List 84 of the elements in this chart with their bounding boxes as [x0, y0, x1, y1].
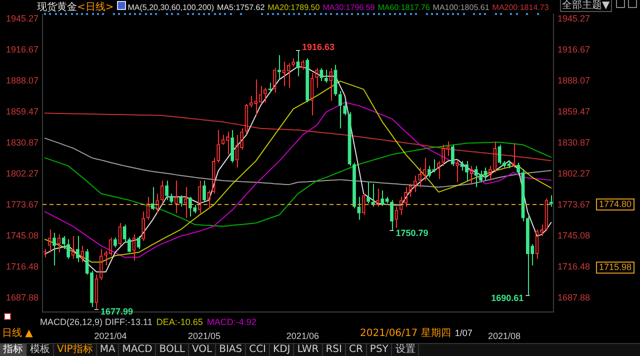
text: MA — [96, 344, 120, 356]
annotation: 1916.63 — [302, 42, 335, 52]
candlestick — [165, 180, 168, 201]
x-tick-label: 2021/04 — [94, 330, 127, 341]
text: 1715.98 — [599, 262, 632, 272]
candlestick — [366, 182, 370, 204]
candlestick — [136, 236, 140, 250]
chart-subtitle: <日线> — [77, 2, 114, 13]
y2-tick-label: 1687.88 — [557, 292, 590, 303]
text: MACD — [119, 344, 156, 356]
y-tick-label: 1830.87 — [6, 138, 39, 148]
y2-tick-label: 1916.67 — [557, 44, 590, 55]
text: VOL — [188, 344, 216, 356]
text: BIAS — [216, 344, 246, 356]
text: 模板 — [27, 344, 54, 356]
candlestick — [202, 180, 206, 202]
annotation: 1690.61 — [491, 293, 524, 304]
x-tick-label: 2021/08 — [488, 330, 521, 341]
y2-tick-label: 1859.47 — [557, 106, 590, 117]
y2-tick-label: 1773.67 — [557, 200, 590, 210]
y-tick-label: 1773.67 — [6, 200, 39, 210]
candlestick — [268, 82, 272, 94]
y2-tick-label: 1888.07 — [557, 76, 590, 86]
text: 1/07 — [454, 328, 472, 338]
x-tick-label: 2021/05 — [188, 330, 221, 341]
text: VIP指标 — [54, 344, 97, 356]
y-tick-label: 1802.27 — [6, 168, 39, 179]
text: MACD:-4.92 — [206, 317, 256, 327]
text: MA20:1789.50 — [268, 3, 320, 12]
chart-title: 现货黄金 — [37, 2, 77, 13]
candlestick — [114, 237, 117, 248]
candlestick — [170, 193, 174, 204]
y-tick-label: 1716.48 — [6, 262, 39, 272]
text: 日线 ▲ — [2, 328, 33, 339]
y-tick-label: 1859.47 — [6, 106, 39, 117]
text: 指标 — [0, 344, 27, 356]
candlestick — [451, 144, 454, 166]
text: PSY — [366, 344, 392, 356]
legend-title: MA(5,20,30,60,100,200) — [128, 3, 214, 12]
candlestick — [66, 238, 70, 260]
text: LWR — [294, 344, 323, 356]
annotation: 1677.99 — [100, 306, 133, 317]
candlestick — [390, 200, 394, 230]
candlestick — [278, 54, 281, 80]
y-tick-label: 1916.67 — [6, 44, 39, 55]
text: KDJ — [270, 344, 294, 356]
annotation: 1750.79 — [396, 228, 428, 238]
candlestick — [179, 194, 182, 208]
y2-tick-label: 1802.27 — [557, 168, 590, 179]
ref-line-label: 1774.80 — [599, 198, 632, 209]
y-tick-label: 1687.88 — [6, 292, 39, 303]
candlestick — [306, 58, 310, 103]
candlestick — [52, 232, 56, 266]
x-tick-label: 2021/06 — [286, 330, 319, 341]
y-tick-label: 1745.08 — [6, 230, 39, 241]
text: CR — [346, 344, 367, 356]
text: MA200:1814.73 — [492, 3, 549, 12]
text: RSI — [322, 344, 346, 356]
text: CCI — [246, 344, 270, 356]
text: MA100:1805.61 — [432, 3, 490, 12]
candlestick — [151, 186, 154, 210]
text: MA60:1817.76 — [378, 3, 430, 12]
text: 2021/06/17 星期四 — [360, 328, 451, 339]
candlestick — [230, 130, 234, 164]
y2-tick-label: 1745.08 — [557, 230, 590, 241]
y-tick-label: 1888.07 — [6, 76, 39, 86]
y2-tick-label: 1716.48 — [557, 262, 590, 272]
y2-tick-label: 1830.87 — [557, 138, 590, 148]
text: 设置 — [392, 344, 420, 356]
candlestick — [380, 190, 384, 207]
y2-tick-label: 1945.27 — [557, 14, 590, 24]
text: DEA:-10.65 — [156, 317, 203, 327]
text: MA5:1757.62 — [217, 3, 265, 12]
y-tick-label: 1945.27 — [6, 14, 39, 24]
candlestick — [343, 100, 347, 116]
candlestick — [357, 196, 361, 220]
candlestick — [338, 90, 342, 129]
text: MA30:1796.59 — [322, 3, 375, 12]
text: MACD(26,12,9) DIFF:-13.11 — [40, 317, 152, 327]
candlestick — [549, 194, 553, 208]
candlestick — [76, 236, 80, 263]
candlestick — [516, 162, 520, 175]
candlestick — [324, 69, 328, 84]
text: BOLL — [156, 344, 189, 356]
